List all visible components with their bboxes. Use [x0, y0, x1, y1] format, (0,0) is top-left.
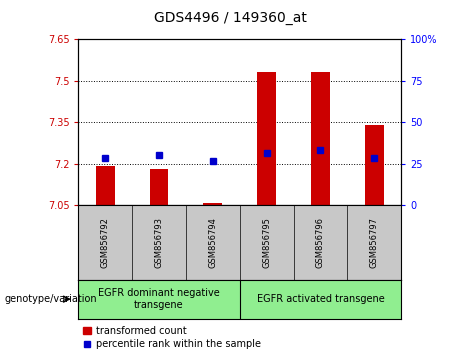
- Text: GDS4496 / 149360_at: GDS4496 / 149360_at: [154, 11, 307, 25]
- Bar: [257, 72, 276, 205]
- Bar: [203, 202, 222, 205]
- Text: GSM856792: GSM856792: [101, 217, 110, 268]
- Text: GSM856793: GSM856793: [154, 217, 164, 268]
- Bar: [96, 166, 115, 205]
- Text: genotype/variation: genotype/variation: [5, 294, 97, 304]
- Bar: [150, 169, 168, 205]
- Text: GSM856794: GSM856794: [208, 217, 217, 268]
- Legend: transformed count, percentile rank within the sample: transformed count, percentile rank withi…: [83, 326, 261, 349]
- Bar: [365, 125, 384, 205]
- Text: GSM856795: GSM856795: [262, 217, 271, 268]
- Bar: [311, 72, 330, 205]
- Text: EGFR activated transgene: EGFR activated transgene: [256, 294, 384, 304]
- Text: EGFR dominant negative
transgene: EGFR dominant negative transgene: [98, 288, 220, 310]
- Text: GSM856797: GSM856797: [370, 217, 378, 268]
- Text: GSM856796: GSM856796: [316, 217, 325, 268]
